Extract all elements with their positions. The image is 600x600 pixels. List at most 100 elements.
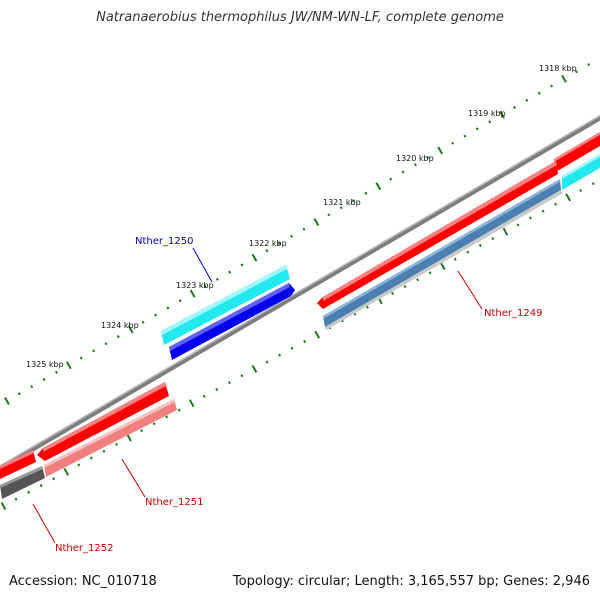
outer-ring-minor-tick — [537, 91, 541, 95]
outer-ring-major-tick — [4, 397, 10, 405]
tick-labels: 1318 kbp 1319 kbp 1320 kbp 1321 kbp 1322… — [26, 64, 577, 369]
tick-label-1323: 1323 kbp — [176, 281, 214, 290]
inner-ring-minor-tick — [177, 408, 181, 412]
outer-ring-minor-tick — [451, 141, 455, 145]
inner-ring-minor-tick — [365, 305, 369, 309]
inner-ring-minor-tick — [403, 285, 407, 289]
outer-ring-minor-tick — [240, 263, 244, 267]
outer-ring-minor-tick — [364, 191, 368, 195]
leader-line-nther-1249 — [457, 270, 483, 310]
feature-nther-1249-gene[interactable] — [323, 179, 563, 330]
outer-ring-major-tick — [561, 74, 567, 83]
accession-text: Accession: NC_010718 — [9, 574, 157, 589]
feature-cyan-right[interactable] — [562, 154, 600, 190]
inner-ring-minor-tick — [428, 271, 432, 275]
inner-ring-major-tick — [0, 502, 7, 511]
outer-ring-major-tick — [313, 218, 320, 227]
tick-label-1319: 1319 kbp — [468, 109, 506, 118]
leader-line-nther-1252 — [32, 503, 56, 544]
genome-backbone — [0, 114, 600, 472]
feature-nther-1250-cds[interactable] — [169, 283, 295, 360]
inner-ring-minor-tick — [215, 387, 219, 391]
inner-ring-minor-tick — [516, 223, 520, 227]
feature-cyan-right-top[interactable] — [554, 132, 600, 173]
feature-nther-1250-cyan[interactable] — [161, 265, 290, 345]
outer-ring-major-tick — [65, 361, 72, 370]
inner-ring-major-tick — [502, 227, 509, 236]
inner-ring-minor-tick — [579, 189, 583, 193]
tick-label-1321: 1321 kbp — [323, 198, 361, 207]
outer-ring-minor-tick — [178, 299, 182, 303]
inner-ring-minor-tick — [290, 346, 294, 350]
outer-ring-minor-tick — [574, 70, 578, 74]
outer-dotted-ring — [4, 63, 591, 405]
gene-label-nther-1250: Nther_1250 — [135, 236, 193, 247]
inner-ring-minor-tick — [529, 216, 532, 220]
tick-label-1324: 1324 kbp — [101, 321, 139, 330]
outer-ring-minor-tick — [154, 313, 157, 317]
inner-ring-major-tick — [565, 193, 571, 202]
outer-ring-minor-tick — [228, 270, 232, 274]
outer-ring-minor-tick — [525, 98, 529, 102]
outer-ring-minor-tick — [203, 284, 207, 288]
inner-ring-minor-tick — [491, 237, 495, 241]
outer-ring-major-tick — [499, 110, 505, 119]
inner-ring-minor-tick — [140, 429, 143, 433]
feature-nther-1252-gene[interactable] — [0, 466, 45, 499]
inner-dotted-ring — [0, 182, 595, 511]
gene-label-nther-1249: Nther_1249 — [484, 308, 542, 319]
inner-ring-minor-tick — [227, 381, 231, 385]
feature-nther-1249-cds[interactable] — [317, 161, 558, 309]
outer-ring-minor-tick — [426, 156, 430, 160]
inner-ring-minor-tick — [391, 291, 394, 295]
inner-ring-minor-tick — [27, 490, 31, 494]
gene-labels: Nther_1250 Nther_1249 Nther_1251 Nther_1… — [55, 236, 542, 554]
inner-ring-major-tick — [439, 262, 446, 270]
outer-ring-minor-tick — [141, 320, 145, 324]
inner-ring-minor-tick — [478, 243, 482, 247]
inner-ring-minor-tick — [152, 422, 156, 426]
outer-ring-minor-tick — [302, 227, 306, 231]
inner-ring-minor-tick — [240, 374, 244, 378]
outer-ring-minor-tick — [166, 306, 170, 310]
outer-ring-minor-tick — [104, 342, 108, 346]
feature-nther-1252-cds[interactable] — [0, 450, 36, 479]
tick-label-1325: 1325 kbp — [26, 360, 64, 369]
inner-ring-minor-tick — [14, 497, 18, 501]
outer-ring-minor-tick — [265, 249, 269, 253]
outer-ring-minor-tick — [352, 199, 355, 203]
tick-label-1318: 1318 kbp — [539, 64, 577, 73]
inner-ring-major-tick — [251, 364, 258, 373]
outer-ring-minor-tick — [587, 63, 591, 67]
inner-ring-major-tick — [314, 330, 320, 339]
outer-ring-minor-tick — [116, 335, 120, 339]
inner-ring-minor-tick — [278, 353, 281, 357]
inner-ring-minor-tick — [265, 360, 269, 364]
tick-label-1322: 1322 kbp — [249, 239, 287, 248]
outer-ring-minor-tick — [339, 206, 343, 210]
outer-ring-minor-tick — [215, 277, 219, 281]
inner-ring-minor-tick — [303, 339, 307, 343]
inner-ring-minor-tick — [77, 463, 81, 467]
inner-ring-minor-tick — [89, 456, 93, 460]
leader-line-nther-1251 — [121, 458, 146, 498]
outer-ring-minor-tick — [413, 163, 417, 167]
feature-nther-1251-gene[interactable] — [44, 399, 177, 477]
outer-ring-minor-tick — [401, 170, 405, 174]
tick-label-1320: 1320 kbp — [396, 154, 434, 163]
inner-ring-minor-tick — [554, 202, 558, 206]
outer-ring-major-tick — [375, 182, 382, 191]
inner-ring-minor-tick — [416, 278, 420, 282]
inner-ring-major-tick — [63, 467, 70, 476]
inner-ring-minor-tick — [115, 442, 118, 446]
feature-nther-1251-cds[interactable] — [37, 382, 169, 461]
inner-ring-minor-tick — [453, 257, 457, 261]
inner-ring-minor-tick — [202, 394, 206, 398]
genome-summary-text: Topology: circular; Length: 3,165,557 bp… — [232, 574, 590, 589]
outer-ring-minor-tick — [17, 392, 21, 396]
outer-ring-minor-tick — [42, 378, 46, 382]
outer-ring-minor-tick — [79, 356, 83, 360]
outer-ring-minor-tick — [327, 213, 331, 217]
outer-ring-minor-tick — [389, 177, 393, 181]
